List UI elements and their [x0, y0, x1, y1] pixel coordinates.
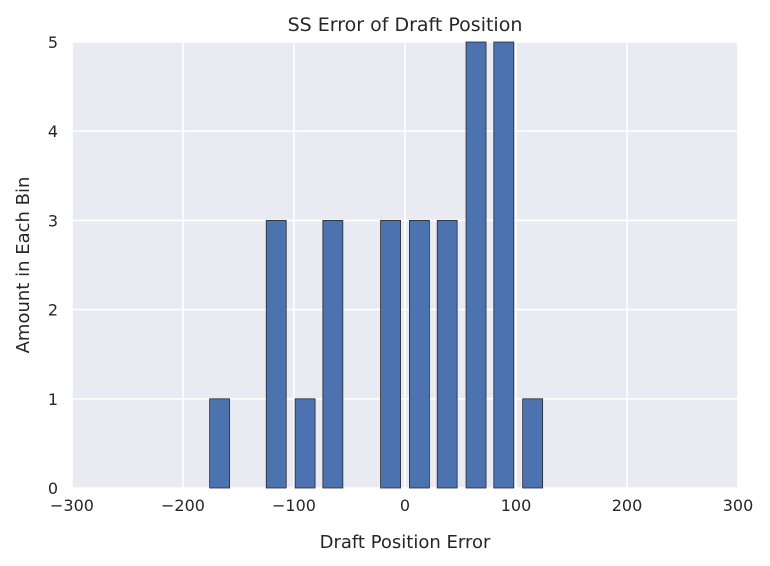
y-tick-label: 3 — [48, 211, 58, 230]
y-tick-label: 2 — [48, 301, 58, 320]
y-axis-title: Amount in Each Bin — [13, 177, 34, 354]
bar-5 — [409, 219, 430, 489]
chart-title: SS Error of Draft Position — [288, 14, 523, 36]
x-tick-label: 0 — [400, 496, 410, 515]
y-tick-label: 0 — [48, 479, 58, 498]
y-tick-label: 5 — [48, 33, 58, 52]
x-tick-label: 100 — [501, 496, 532, 515]
bar-3 — [322, 219, 344, 489]
x-tick-label: 300 — [723, 496, 754, 515]
x-tick-labels: −300 −200 −100 0 100 200 300 — [50, 496, 753, 515]
bar-9 — [522, 398, 544, 489]
x-tick-label: 200 — [612, 496, 643, 515]
bar-0 — [209, 398, 231, 489]
x-tick-label: −300 — [50, 496, 94, 515]
y-tick-label: 4 — [48, 122, 58, 141]
bar-1 — [265, 219, 287, 489]
x-tick-label: −100 — [272, 496, 316, 515]
bar-2 — [294, 398, 316, 489]
y-tick-label: 1 — [48, 390, 58, 409]
bar-4 — [380, 219, 401, 489]
y-tick-labels: 0 1 2 3 4 5 — [48, 33, 58, 498]
x-axis-title: Draft Position Error — [320, 532, 491, 553]
grid — [71, 41, 739, 489]
bar-6 — [436, 219, 458, 489]
bar-8 — [493, 41, 515, 489]
bars — [209, 41, 544, 489]
bar-7 — [465, 41, 487, 489]
x-tick-label: −200 — [161, 496, 205, 515]
